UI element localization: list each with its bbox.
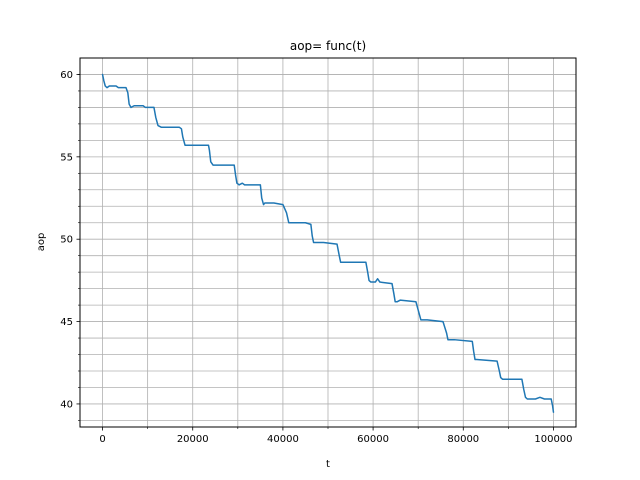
- x-axis-label: t: [326, 459, 330, 470]
- series-line: [101, 73, 555, 413]
- y-axis-label: aop: [36, 233, 47, 252]
- x-tick-label: 20000: [177, 434, 209, 445]
- ticks: 0 20000 40000 60000 80000 100000 40 45 50 55 60: [60, 70, 572, 445]
- x-tick-label: 0: [99, 434, 105, 445]
- x-tick-label: 60000: [357, 434, 389, 445]
- series: [101, 73, 555, 413]
- grid: [80, 58, 576, 427]
- x-tick-label: 80000: [447, 434, 479, 445]
- y-tick-label: 45: [60, 317, 73, 328]
- y-tick-label: 60: [60, 70, 73, 81]
- y-tick-label: 55: [60, 152, 73, 163]
- y-tick-label: 50: [60, 235, 73, 246]
- chart-title: aop= func(t): [290, 39, 366, 53]
- x-tick-label: 100000: [534, 434, 572, 445]
- x-tick-label: 40000: [267, 434, 299, 445]
- y-tick-label: 40: [60, 399, 73, 410]
